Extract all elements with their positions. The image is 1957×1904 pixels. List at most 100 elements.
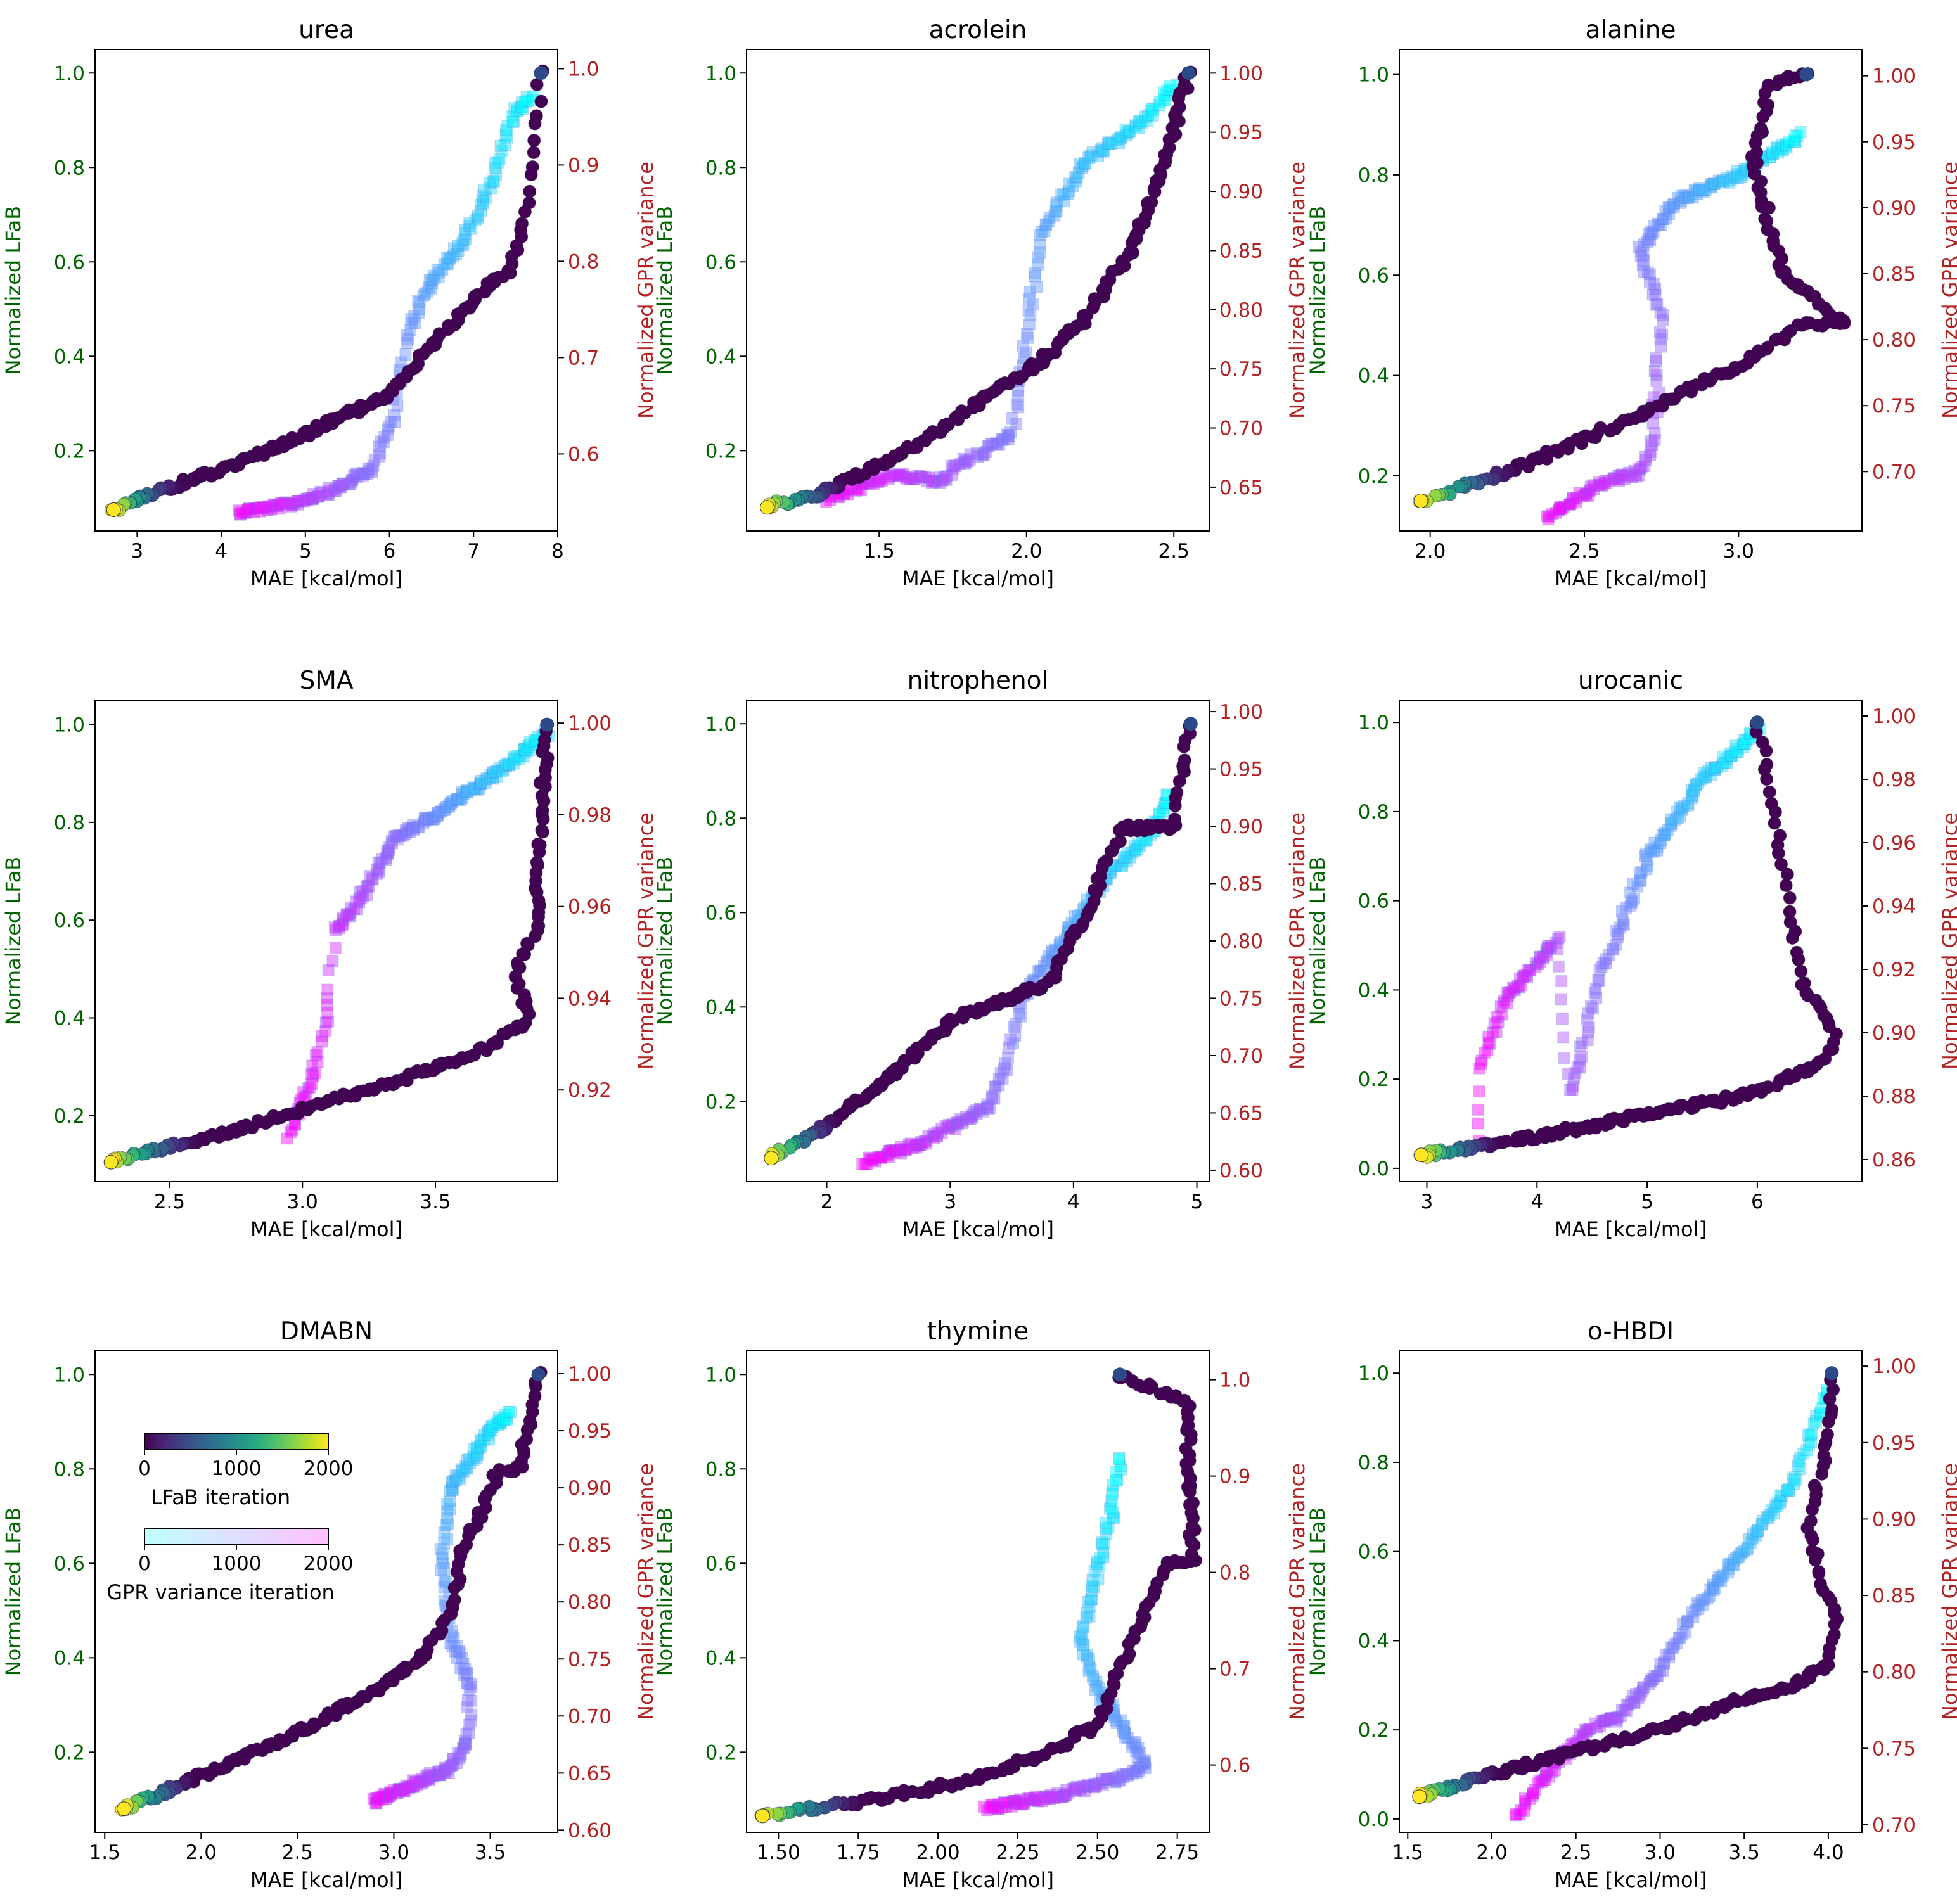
- gpr-point: [412, 294, 425, 307]
- gpr-point: [1097, 144, 1110, 157]
- gpr-point: [461, 1667, 473, 1680]
- gpr-point: [271, 500, 283, 513]
- gpr-point: [1010, 1017, 1022, 1030]
- x-tick-label: 8: [551, 540, 564, 563]
- gpr-point: [1567, 492, 1579, 504]
- y-tick-label-right: 0.80: [1219, 299, 1263, 322]
- gpr-point: [336, 919, 349, 932]
- gpr-point: [1694, 184, 1707, 196]
- gpr-point: [1057, 1789, 1070, 1801]
- gpr-point: [392, 1786, 405, 1799]
- y-tick-label-left: 0.6: [1358, 1541, 1389, 1564]
- gpr-point: [1520, 971, 1533, 983]
- gpr-point: [1508, 982, 1521, 995]
- gpr-point: [248, 502, 261, 514]
- y-tick-label-left: 0.6: [54, 1552, 85, 1575]
- gpr-point: [463, 1727, 475, 1739]
- gpr-point: [1618, 473, 1631, 485]
- gpr-point: [875, 1151, 888, 1163]
- gpr-point: [866, 1154, 879, 1167]
- gpr-point: [1557, 1031, 1570, 1044]
- gpr-point: [1519, 1795, 1532, 1808]
- gpr-point: [1497, 996, 1510, 1009]
- gpr-point: [1134, 115, 1146, 127]
- gpr-point: [1710, 761, 1723, 774]
- y-tick-label-right: 0.92: [568, 1079, 612, 1102]
- gpr-point: [493, 762, 506, 774]
- gpr-point: [1540, 943, 1553, 956]
- gpr-point: [469, 214, 482, 227]
- scatter-points: [760, 65, 1198, 515]
- gpr-point: [1664, 819, 1677, 832]
- gpr-point: [1682, 799, 1695, 812]
- gpr-point: [1634, 463, 1646, 476]
- gpr-point: [1027, 1794, 1039, 1807]
- gpr-point: [428, 1769, 440, 1782]
- gpr-point: [1724, 749, 1737, 762]
- gpr-point: [1683, 190, 1695, 203]
- gpr-point: [897, 467, 909, 480]
- gpr-point: [954, 1113, 966, 1125]
- y-tick-label-left: 0.6: [54, 251, 85, 274]
- x-axis-label: MAE [kcal/mol]: [902, 1868, 1054, 1892]
- gpr-point: [418, 815, 431, 827]
- gpr-point: [894, 1144, 907, 1156]
- y-axis-label-right: Normalized GPR variance: [1285, 162, 1309, 419]
- gpr-point: [456, 786, 469, 798]
- gpr-point: [330, 924, 342, 936]
- gpr-point: [1720, 753, 1733, 765]
- gpr-point: [441, 258, 454, 271]
- gpr-point: [451, 792, 463, 805]
- gpr-point: [875, 1150, 887, 1163]
- gpr-point: [928, 1132, 941, 1145]
- gpr-point: [473, 782, 486, 795]
- gpr-point: [978, 449, 991, 462]
- gpr-point: [899, 471, 912, 483]
- gpr-point: [458, 1742, 470, 1754]
- gpr-point: [423, 1772, 436, 1785]
- y-tick-label-right: 0.94: [568, 987, 612, 1010]
- gpr-point: [1644, 449, 1657, 461]
- gpr-point: [1635, 245, 1648, 258]
- gpr-point: [402, 822, 414, 834]
- gpr-point: [1653, 326, 1666, 338]
- gpr-point: [1537, 950, 1550, 963]
- gpr-point: [1551, 932, 1564, 945]
- gpr-point: [433, 1767, 446, 1780]
- gpr-point: [1490, 1026, 1503, 1038]
- gpr-point: [1576, 1037, 1589, 1049]
- gpr-point: [1107, 1478, 1119, 1491]
- gpr-point: [292, 495, 304, 508]
- gpr-point: [518, 743, 531, 755]
- gpr-point: [451, 1757, 463, 1770]
- gpr-point: [988, 1080, 1001, 1093]
- gpr-point: [460, 1462, 473, 1474]
- gpr-point: [452, 1645, 465, 1658]
- gpr-point: [234, 507, 247, 520]
- gpr-point: [1110, 1717, 1123, 1730]
- gpr-point: [1613, 475, 1626, 487]
- y-tick-label-right: 1.0: [1219, 1369, 1250, 1392]
- gpr-point: [1776, 138, 1789, 151]
- gpr-point: [473, 778, 486, 791]
- gpr-point: [415, 1777, 428, 1790]
- gpr-point: [432, 807, 444, 820]
- gpr-point: [940, 470, 953, 483]
- gpr-point: [428, 811, 441, 824]
- gpr-point: [413, 1775, 426, 1787]
- gpr-point: [1088, 1780, 1100, 1792]
- gpr-point: [449, 1645, 461, 1658]
- gpr-colorbar-tick-label: 2000: [304, 1552, 354, 1575]
- gpr-point: [1615, 468, 1628, 481]
- gpr-point: [1604, 1713, 1617, 1725]
- gpr-point: [450, 248, 463, 260]
- gpr-point: [902, 1139, 915, 1151]
- gpr-point: [1615, 1703, 1628, 1716]
- x-tick-label: 3.0: [1645, 1841, 1676, 1864]
- gpr-point: [241, 503, 253, 516]
- gpr-point: [1115, 1463, 1127, 1476]
- gpr-point: [405, 312, 418, 325]
- gpr-point: [1682, 797, 1695, 810]
- gpr-point: [452, 794, 465, 807]
- y-tick-label-left: 0.8: [54, 812, 85, 834]
